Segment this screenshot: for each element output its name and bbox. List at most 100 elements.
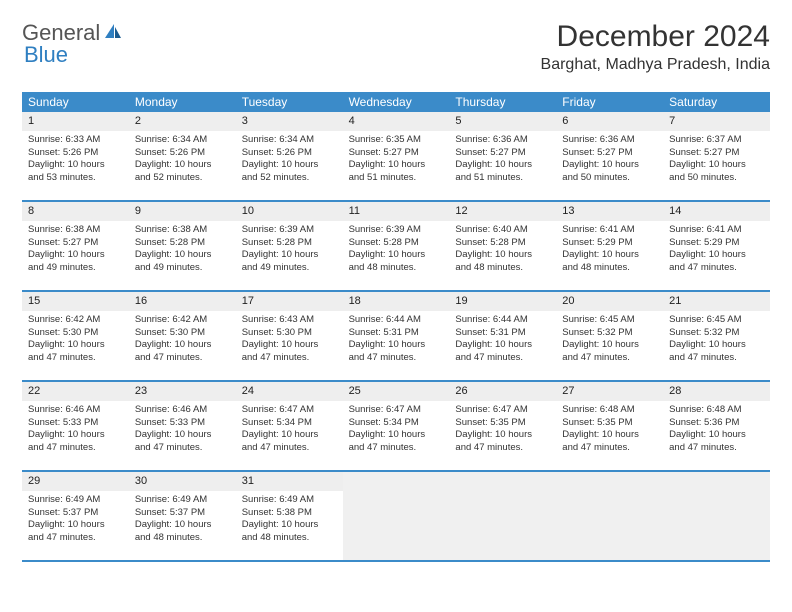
daylight-text: Daylight: 10 hours and 47 minutes. bbox=[349, 339, 444, 365]
daylight-text: Daylight: 10 hours and 47 minutes. bbox=[242, 339, 337, 365]
day-number: 29 bbox=[22, 472, 129, 491]
day-number: 9 bbox=[129, 202, 236, 221]
sunset-text: Sunset: 5:33 PM bbox=[28, 417, 123, 430]
daylight-text: Daylight: 10 hours and 52 minutes. bbox=[135, 159, 230, 185]
weekday-header: Friday bbox=[556, 92, 663, 112]
day-number: 28 bbox=[663, 382, 770, 401]
daylight-text: Daylight: 10 hours and 48 minutes. bbox=[135, 519, 230, 545]
week-row: 15Sunrise: 6:42 AMSunset: 5:30 PMDayligh… bbox=[22, 292, 770, 382]
day-body: Sunrise: 6:48 AMSunset: 5:36 PMDaylight:… bbox=[663, 401, 770, 460]
sunset-text: Sunset: 5:28 PM bbox=[242, 237, 337, 250]
day-cell: 21Sunrise: 6:45 AMSunset: 5:32 PMDayligh… bbox=[663, 292, 770, 380]
sunset-text: Sunset: 5:27 PM bbox=[669, 147, 764, 160]
title-block: December 2024 Barghat, Madhya Pradesh, I… bbox=[541, 20, 770, 74]
location-subtitle: Barghat, Madhya Pradesh, India bbox=[541, 56, 770, 74]
weekday-header: Thursday bbox=[449, 92, 556, 112]
calendar-grid: Sunday Monday Tuesday Wednesday Thursday… bbox=[22, 92, 770, 562]
day-body: Sunrise: 6:47 AMSunset: 5:34 PMDaylight:… bbox=[236, 401, 343, 460]
sunrise-text: Sunrise: 6:37 AM bbox=[669, 134, 764, 147]
day-body: Sunrise: 6:44 AMSunset: 5:31 PMDaylight:… bbox=[449, 311, 556, 370]
day-number: 14 bbox=[663, 202, 770, 221]
day-body: Sunrise: 6:47 AMSunset: 5:35 PMDaylight:… bbox=[449, 401, 556, 460]
daylight-text: Daylight: 10 hours and 47 minutes. bbox=[562, 429, 657, 455]
day-cell: 28Sunrise: 6:48 AMSunset: 5:36 PMDayligh… bbox=[663, 382, 770, 470]
day-cell: 22Sunrise: 6:46 AMSunset: 5:33 PMDayligh… bbox=[22, 382, 129, 470]
sunrise-text: Sunrise: 6:36 AM bbox=[562, 134, 657, 147]
day-number: 31 bbox=[236, 472, 343, 491]
day-cell: 12Sunrise: 6:40 AMSunset: 5:28 PMDayligh… bbox=[449, 202, 556, 290]
sunset-text: Sunset: 5:31 PM bbox=[349, 327, 444, 340]
sunset-text: Sunset: 5:37 PM bbox=[135, 507, 230, 520]
daylight-text: Daylight: 10 hours and 49 minutes. bbox=[135, 249, 230, 275]
sunset-text: Sunset: 5:28 PM bbox=[349, 237, 444, 250]
sunrise-text: Sunrise: 6:47 AM bbox=[349, 404, 444, 417]
sunrise-text: Sunrise: 6:34 AM bbox=[242, 134, 337, 147]
sunset-text: Sunset: 5:28 PM bbox=[135, 237, 230, 250]
sunset-text: Sunset: 5:27 PM bbox=[562, 147, 657, 160]
sunrise-text: Sunrise: 6:48 AM bbox=[562, 404, 657, 417]
day-body: Sunrise: 6:41 AMSunset: 5:29 PMDaylight:… bbox=[663, 221, 770, 280]
daylight-text: Daylight: 10 hours and 47 minutes. bbox=[669, 249, 764, 275]
day-body: Sunrise: 6:46 AMSunset: 5:33 PMDaylight:… bbox=[22, 401, 129, 460]
sunset-text: Sunset: 5:32 PM bbox=[562, 327, 657, 340]
day-cell: 4Sunrise: 6:35 AMSunset: 5:27 PMDaylight… bbox=[343, 112, 450, 200]
daylight-text: Daylight: 10 hours and 47 minutes. bbox=[135, 429, 230, 455]
day-cell: 15Sunrise: 6:42 AMSunset: 5:30 PMDayligh… bbox=[22, 292, 129, 380]
day-number: 7 bbox=[663, 112, 770, 131]
page-header: General December 2024 Barghat, Madhya Pr… bbox=[22, 20, 770, 74]
sunset-text: Sunset: 5:37 PM bbox=[28, 507, 123, 520]
day-cell: 17Sunrise: 6:43 AMSunset: 5:30 PMDayligh… bbox=[236, 292, 343, 380]
day-number: 26 bbox=[449, 382, 556, 401]
day-cell bbox=[663, 472, 770, 560]
day-number: 17 bbox=[236, 292, 343, 311]
day-cell bbox=[449, 472, 556, 560]
day-body: Sunrise: 6:43 AMSunset: 5:30 PMDaylight:… bbox=[236, 311, 343, 370]
daylight-text: Daylight: 10 hours and 47 minutes. bbox=[28, 519, 123, 545]
day-cell bbox=[343, 472, 450, 560]
day-number: 1 bbox=[22, 112, 129, 131]
day-body: Sunrise: 6:44 AMSunset: 5:31 PMDaylight:… bbox=[343, 311, 450, 370]
daylight-text: Daylight: 10 hours and 49 minutes. bbox=[28, 249, 123, 275]
day-cell: 20Sunrise: 6:45 AMSunset: 5:32 PMDayligh… bbox=[556, 292, 663, 380]
day-body: Sunrise: 6:47 AMSunset: 5:34 PMDaylight:… bbox=[343, 401, 450, 460]
sunrise-text: Sunrise: 6:36 AM bbox=[455, 134, 550, 147]
day-cell: 11Sunrise: 6:39 AMSunset: 5:28 PMDayligh… bbox=[343, 202, 450, 290]
sunset-text: Sunset: 5:35 PM bbox=[455, 417, 550, 430]
day-number: 15 bbox=[22, 292, 129, 311]
day-cell: 30Sunrise: 6:49 AMSunset: 5:37 PMDayligh… bbox=[129, 472, 236, 560]
day-number: 30 bbox=[129, 472, 236, 491]
day-body: Sunrise: 6:42 AMSunset: 5:30 PMDaylight:… bbox=[129, 311, 236, 370]
sunset-text: Sunset: 5:30 PM bbox=[28, 327, 123, 340]
sunset-text: Sunset: 5:28 PM bbox=[455, 237, 550, 250]
weekday-header: Saturday bbox=[663, 92, 770, 112]
sunset-text: Sunset: 5:27 PM bbox=[349, 147, 444, 160]
sunset-text: Sunset: 5:27 PM bbox=[28, 237, 123, 250]
sunset-text: Sunset: 5:32 PM bbox=[669, 327, 764, 340]
day-number: 3 bbox=[236, 112, 343, 131]
day-body: Sunrise: 6:37 AMSunset: 5:27 PMDaylight:… bbox=[663, 131, 770, 190]
sunset-text: Sunset: 5:33 PM bbox=[135, 417, 230, 430]
sunrise-text: Sunrise: 6:44 AM bbox=[455, 314, 550, 327]
day-number: 21 bbox=[663, 292, 770, 311]
day-body: Sunrise: 6:45 AMSunset: 5:32 PMDaylight:… bbox=[556, 311, 663, 370]
day-body: Sunrise: 6:49 AMSunset: 5:37 PMDaylight:… bbox=[22, 491, 129, 550]
sunset-text: Sunset: 5:31 PM bbox=[455, 327, 550, 340]
sunrise-text: Sunrise: 6:38 AM bbox=[135, 224, 230, 237]
day-number: 5 bbox=[449, 112, 556, 131]
day-cell: 25Sunrise: 6:47 AMSunset: 5:34 PMDayligh… bbox=[343, 382, 450, 470]
day-number: 16 bbox=[129, 292, 236, 311]
day-body: Sunrise: 6:40 AMSunset: 5:28 PMDaylight:… bbox=[449, 221, 556, 280]
sunrise-text: Sunrise: 6:39 AM bbox=[242, 224, 337, 237]
weekday-header-row: Sunday Monday Tuesday Wednesday Thursday… bbox=[22, 92, 770, 112]
daylight-text: Daylight: 10 hours and 49 minutes. bbox=[242, 249, 337, 275]
daylight-text: Daylight: 10 hours and 51 minutes. bbox=[455, 159, 550, 185]
day-cell: 1Sunrise: 6:33 AMSunset: 5:26 PMDaylight… bbox=[22, 112, 129, 200]
daylight-text: Daylight: 10 hours and 47 minutes. bbox=[242, 429, 337, 455]
sunrise-text: Sunrise: 6:49 AM bbox=[28, 494, 123, 507]
daylight-text: Daylight: 10 hours and 50 minutes. bbox=[669, 159, 764, 185]
weekday-header: Wednesday bbox=[343, 92, 450, 112]
sunset-text: Sunset: 5:26 PM bbox=[135, 147, 230, 160]
day-number: 23 bbox=[129, 382, 236, 401]
week-row: 22Sunrise: 6:46 AMSunset: 5:33 PMDayligh… bbox=[22, 382, 770, 472]
week-row: 8Sunrise: 6:38 AMSunset: 5:27 PMDaylight… bbox=[22, 202, 770, 292]
